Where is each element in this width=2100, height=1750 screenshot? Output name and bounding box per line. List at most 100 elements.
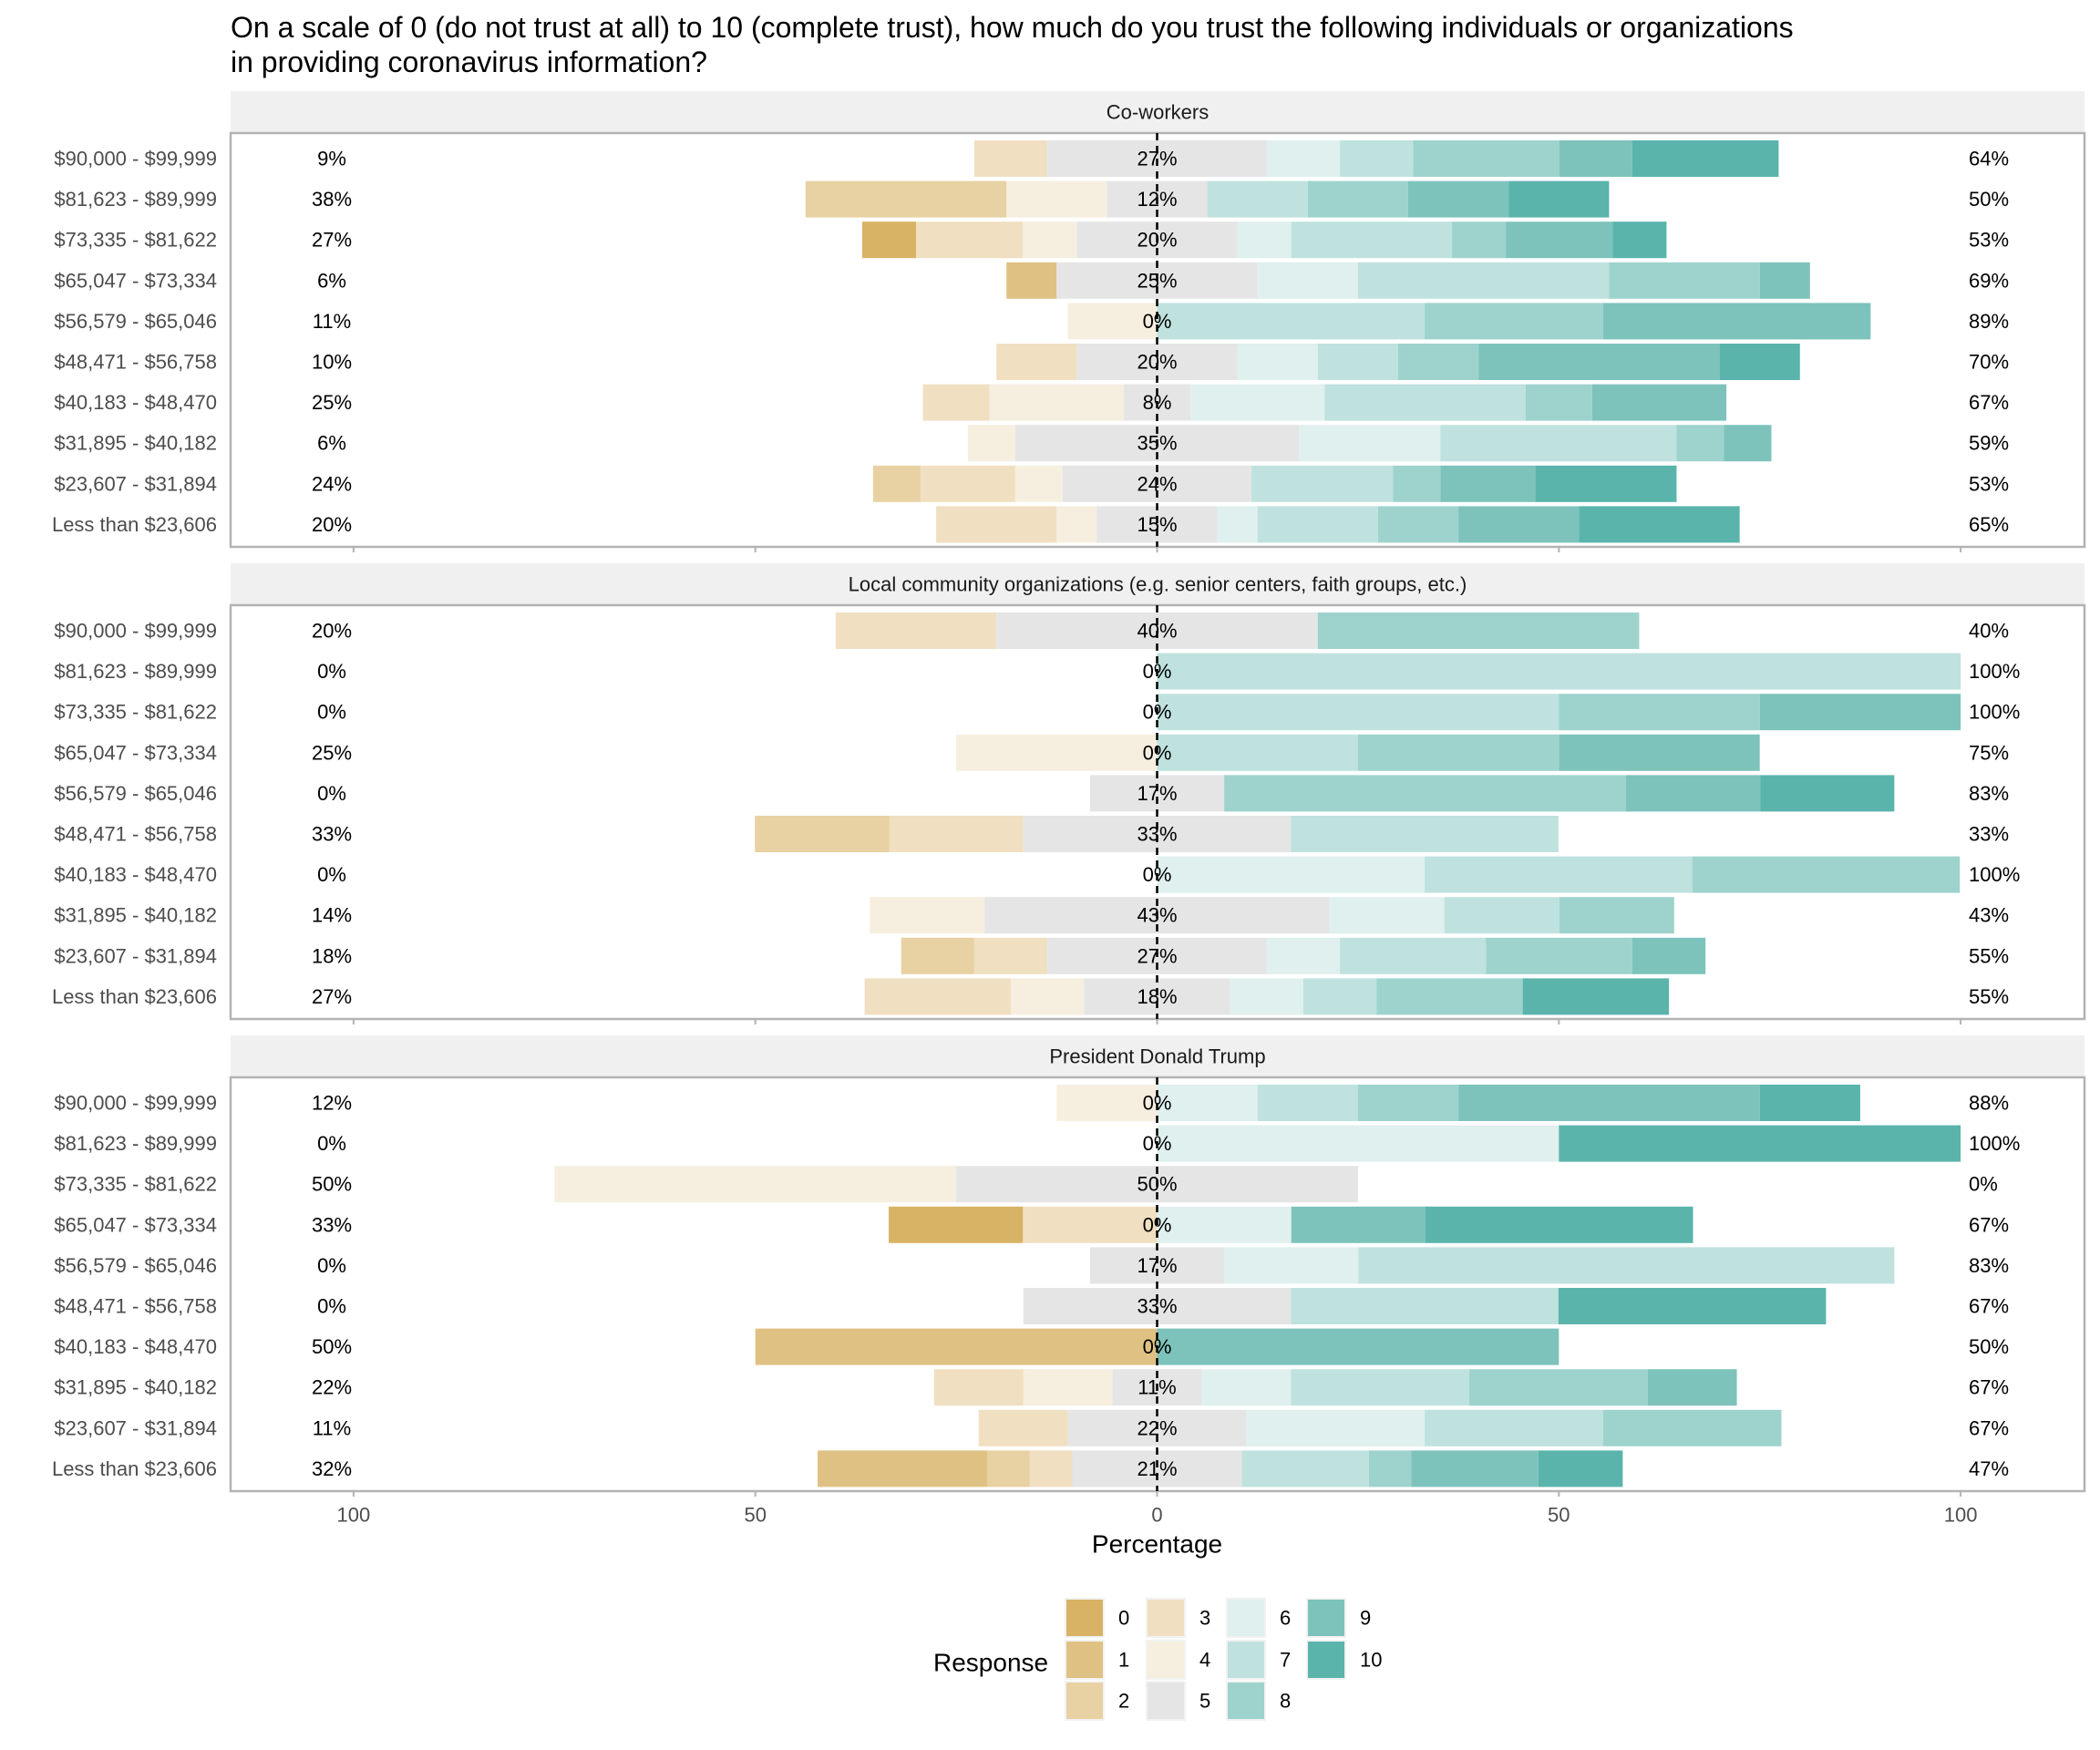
bar-segment-response-10 — [1760, 775, 1895, 812]
bar-segment-response-6 — [1217, 506, 1258, 543]
bar-segment-response-5 — [1096, 506, 1218, 543]
high-percent-label: 100% — [1969, 863, 2020, 886]
bar-row: $90,000 - $99,999 12% 0% 88% — [54, 1085, 2009, 1121]
legend-key-swatch — [1065, 1681, 1105, 1721]
row-label: $31,895 - $40,182 — [54, 432, 217, 455]
legend-title: Response — [933, 1649, 1048, 1677]
bar-segment-response-10 — [1522, 978, 1670, 1015]
bar-segment-response-6 — [1190, 384, 1325, 421]
row-label: $31,895 - $40,182 — [54, 904, 217, 927]
bar-segment-response-9 — [1440, 465, 1536, 502]
row-label: Less than $23,606 — [52, 1457, 217, 1480]
low-percent-label: 9% — [317, 148, 346, 170]
bar-segment-response-8 — [1413, 140, 1560, 177]
row-label: $65,047 - $73,334 — [54, 741, 217, 764]
bar-segment-response-3 — [1023, 1206, 1158, 1243]
bar-segment-response-5 — [1023, 816, 1292, 852]
bar-segment-response-8 — [1469, 1369, 1648, 1406]
bar-row: $90,000 - $99,999 9% 27% 64% — [54, 140, 2009, 177]
low-percent-label: 10% — [312, 351, 352, 374]
high-percent-label: 100% — [1969, 701, 2020, 724]
high-percent-label: 83% — [1969, 782, 2009, 805]
bar-segment-response-3 — [1029, 1450, 1073, 1488]
legend-key-swatch — [1146, 1598, 1186, 1638]
bar-segment-response-9 — [1458, 506, 1580, 543]
row-label: $90,000 - $99,999 — [54, 1092, 217, 1115]
panel-title: Co-workers — [1107, 101, 1209, 124]
bar-segment-response-10 — [1508, 180, 1610, 218]
low-percent-label: 0% — [317, 660, 346, 683]
bar-segment-response-9 — [1411, 1450, 1539, 1488]
bar-segment-response-7 — [1157, 303, 1426, 340]
low-percent-label: 27% — [312, 985, 352, 1008]
legend-label: 7 — [1280, 1649, 1291, 1672]
legend-key-swatch — [1146, 1640, 1186, 1680]
bar-segment-response-7 — [1357, 262, 1610, 299]
low-percent-label: 0% — [317, 782, 346, 805]
bar-segment-response-4 — [1014, 465, 1063, 502]
bar-segment-response-5 — [1023, 1288, 1292, 1324]
bar-segment-response-10 — [1719, 344, 1800, 380]
legend-item: 8 — [1226, 1681, 1291, 1721]
bar-segment-response-8 — [1393, 465, 1441, 502]
bar-segment-response-6 — [1246, 1409, 1426, 1446]
high-percent-label: 53% — [1969, 229, 2009, 252]
bar-segment-response-4 — [956, 734, 1158, 771]
row-label: $48,471 - $56,758 — [54, 1295, 217, 1318]
low-percent-label: 22% — [312, 1376, 352, 1399]
legend-item: 9 — [1306, 1598, 1371, 1638]
row-label: $40,183 - $48,470 — [54, 1335, 217, 1358]
x-axis-title: Percentage — [1092, 1530, 1222, 1559]
bar-segment-response-6 — [1230, 978, 1303, 1015]
bar-segment-response-9 — [1632, 937, 1706, 974]
bar-segment-response-3 — [936, 506, 1057, 543]
bar-segment-response-8 — [1376, 978, 1523, 1015]
row-label: $81,623 - $89,999 — [54, 188, 217, 211]
high-percent-label: 75% — [1969, 741, 2009, 764]
legend: Response 0 1 2 3 4 5 6 7 8 9 10 — [933, 1598, 1382, 1721]
bar-segment-response-9 — [1625, 775, 1761, 812]
row-label: $40,183 - $48,470 — [54, 863, 217, 886]
legend-label: 1 — [1118, 1649, 1129, 1672]
bar-segment-response-9 — [1759, 262, 1810, 299]
bar-segment-response-6 — [1157, 1125, 1560, 1162]
row-label: $23,607 - $31,894 — [54, 472, 217, 495]
bar-segment-response-7 — [1157, 734, 1358, 771]
high-percent-label: 43% — [1969, 904, 2009, 927]
low-percent-label: 33% — [312, 823, 352, 846]
bar-segment-response-6 — [1329, 897, 1445, 934]
legend-key-swatch — [1146, 1681, 1186, 1721]
bar-segment-response-0 — [861, 221, 917, 259]
high-percent-label: 33% — [1969, 823, 2009, 846]
bar-row: $90,000 - $99,999 20% 40% 40% — [54, 612, 2009, 649]
legend-item: 1 — [1065, 1640, 1129, 1680]
legend-label: 10 — [1360, 1649, 1382, 1672]
legend-label: 3 — [1199, 1607, 1210, 1630]
bar-segment-response-8 — [1368, 1450, 1412, 1488]
high-percent-label: 40% — [1969, 620, 2009, 643]
bar-segment-response-7 — [1291, 1288, 1559, 1324]
bar-segment-response-8 — [1486, 937, 1632, 974]
bar-segment-response-3 — [864, 978, 1012, 1015]
low-percent-label: 0% — [317, 701, 346, 724]
bar-segment-response-3 — [996, 344, 1077, 380]
bar-row: $65,047 - $73,334 6% 25% 69% — [54, 262, 2009, 299]
row-label: $48,471 - $56,758 — [54, 351, 217, 374]
bar-segment-response-10 — [1632, 140, 1779, 177]
bar-row: $73,335 - $81,622 50% 50% 0% — [54, 1166, 1998, 1203]
legend-key-swatch — [1065, 1598, 1105, 1638]
bar-row: $40,183 - $48,470 25% 8% 67% — [54, 384, 2009, 421]
bar-segment-response-2 — [755, 816, 890, 852]
bar-segment-response-7 — [1440, 425, 1677, 462]
bar-segment-response-7 — [1291, 1369, 1470, 1406]
panel-title: President Donald Trump — [1049, 1045, 1265, 1068]
bar-segment-response-9 — [1591, 384, 1727, 421]
bar-row: $40,183 - $48,470 0% 0% 100% — [54, 856, 2020, 893]
row-label: $73,335 - $81,622 — [54, 1173, 217, 1196]
bar-segment-response-4 — [1023, 1369, 1113, 1406]
bar-segment-response-6 — [1237, 344, 1318, 380]
high-percent-label: 69% — [1969, 269, 2009, 292]
bar-segment-response-1 — [818, 1450, 988, 1488]
bar-segment-response-6 — [1157, 856, 1426, 893]
bar-segment-response-6 — [1157, 1085, 1258, 1121]
